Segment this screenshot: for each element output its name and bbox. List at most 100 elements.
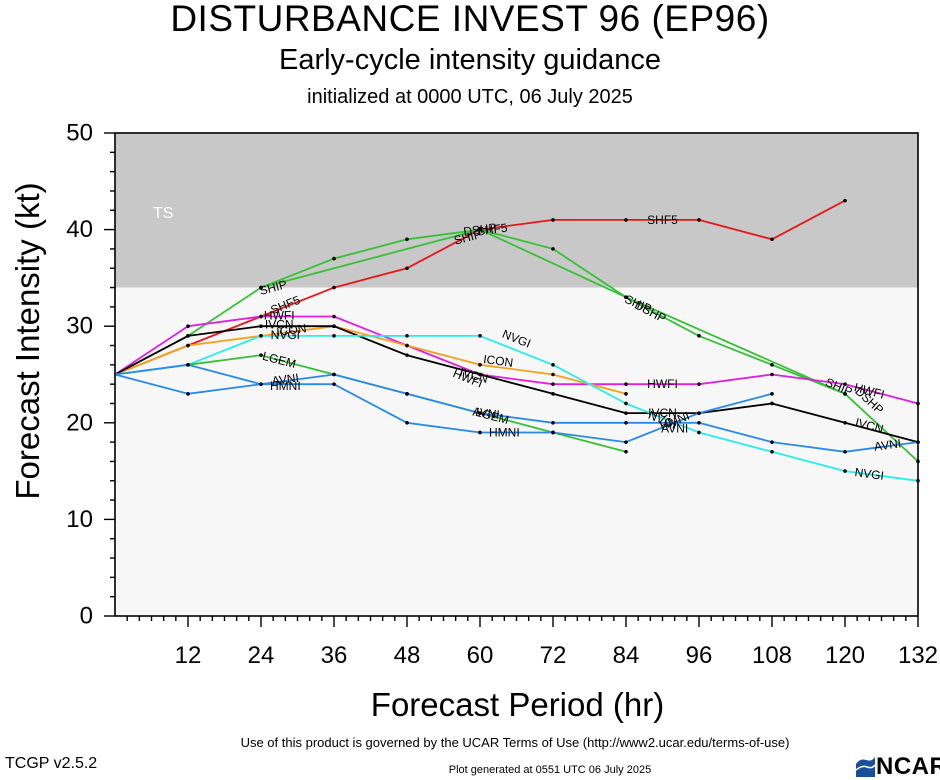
series-line — [114, 363, 919, 453]
data-point — [259, 353, 263, 357]
x-tick-label: 96 — [686, 642, 713, 669]
data-point — [478, 372, 482, 377]
data-point — [551, 430, 555, 435]
data-point — [332, 285, 336, 290]
data-point — [843, 449, 847, 454]
chart-title: DISTURBANCE INVEST 96 (EP96) — [170, 0, 770, 39]
data-point — [186, 324, 190, 329]
x-tick-label: 48 — [394, 642, 421, 669]
x-tick-label: 120 — [825, 642, 865, 669]
data-point — [843, 421, 847, 425]
data-point — [770, 440, 774, 444]
data-point — [697, 421, 701, 425]
series-label: AVNI — [472, 404, 501, 421]
y-tick-label: 0 — [80, 603, 93, 630]
y-tick-label: 30 — [66, 313, 93, 340]
data-point — [551, 372, 555, 377]
series-label: SHF5 — [647, 213, 678, 227]
data-point — [551, 421, 555, 425]
data-point — [770, 401, 774, 406]
generated-time: Plot generated at 0551 UTC 06 July 2025 — [448, 764, 652, 776]
data-point — [405, 237, 409, 242]
data-point — [843, 382, 847, 386]
series-line — [114, 373, 773, 444]
data-point — [770, 449, 774, 454]
data-point — [332, 382, 336, 386]
intensity-band — [115, 133, 918, 288]
data-point — [186, 343, 190, 348]
data-point — [332, 372, 336, 377]
data-point — [405, 392, 409, 396]
data-point — [770, 237, 774, 242]
series-label: HMNI — [270, 379, 301, 393]
series-label: ICON — [482, 352, 514, 370]
data-point — [259, 324, 263, 329]
data-point — [843, 392, 847, 396]
data-point — [405, 353, 409, 357]
data-point — [405, 334, 409, 338]
intensity-band — [115, 287, 918, 616]
data-point — [259, 382, 263, 386]
data-point — [478, 227, 482, 232]
data-point — [551, 392, 555, 396]
data-point — [551, 247, 555, 251]
series-label: NVGI — [854, 465, 885, 483]
data-point — [332, 314, 336, 319]
series-label: HMNI — [489, 425, 520, 439]
data-point — [697, 218, 701, 222]
data-point — [551, 382, 555, 386]
y-tick-label: 10 — [66, 506, 93, 533]
data-point — [697, 430, 701, 435]
data-point — [405, 343, 409, 348]
series-label: ICON — [276, 321, 308, 339]
data-point — [478, 334, 482, 338]
data-point — [770, 392, 774, 396]
data-point — [405, 421, 409, 425]
x-tick-label: 72 — [540, 642, 567, 669]
data-point — [624, 411, 628, 415]
series-label: SHIP — [453, 227, 484, 248]
x-tick-label: 84 — [613, 642, 640, 669]
series-label: SHIP — [258, 277, 289, 298]
series-line — [114, 315, 919, 405]
x-axis-label: Forecast Period (hr) — [370, 686, 665, 723]
series-label: AVNI — [873, 436, 902, 453]
series-line — [260, 228, 846, 395]
y-tick-label: 20 — [66, 409, 93, 436]
x-tick-label: 60 — [467, 642, 494, 669]
ncar-logo-icon — [855, 757, 876, 777]
x-tick-label: 24 — [248, 642, 275, 669]
data-point — [624, 382, 628, 386]
data-point — [551, 363, 555, 367]
series-line — [114, 334, 919, 482]
y-tick-label: 40 — [66, 216, 93, 243]
init-time: initialized at 0000 UTC, 06 July 2025 — [307, 86, 633, 108]
series-line — [114, 228, 919, 463]
ncar-logo-text: NCAR — [876, 753, 940, 780]
y-axis-label: Forecast Intensity (kt) — [9, 182, 46, 500]
data-point — [624, 392, 628, 396]
data-point — [624, 401, 628, 406]
version-label: TCGP v2.5.2 — [5, 755, 98, 772]
x-tick-label: 12 — [175, 642, 202, 669]
data-point — [843, 198, 847, 203]
data-point — [697, 334, 701, 338]
data-point — [332, 324, 336, 329]
data-point — [259, 314, 263, 319]
data-point — [697, 411, 701, 415]
data-point — [186, 392, 190, 396]
data-point — [332, 334, 336, 338]
data-point — [478, 363, 482, 367]
chart-subtitle: Early-cycle intensity guidance — [278, 44, 661, 76]
series-label: HWFI — [264, 309, 295, 323]
data-point — [624, 218, 628, 222]
x-tick-label: 132 — [898, 642, 938, 669]
data-point — [551, 218, 555, 222]
data-point — [624, 421, 628, 425]
y-tick-label: 50 — [66, 120, 93, 147]
data-point — [405, 266, 409, 271]
data-point — [478, 430, 482, 435]
series-label: IVCN — [648, 406, 677, 420]
